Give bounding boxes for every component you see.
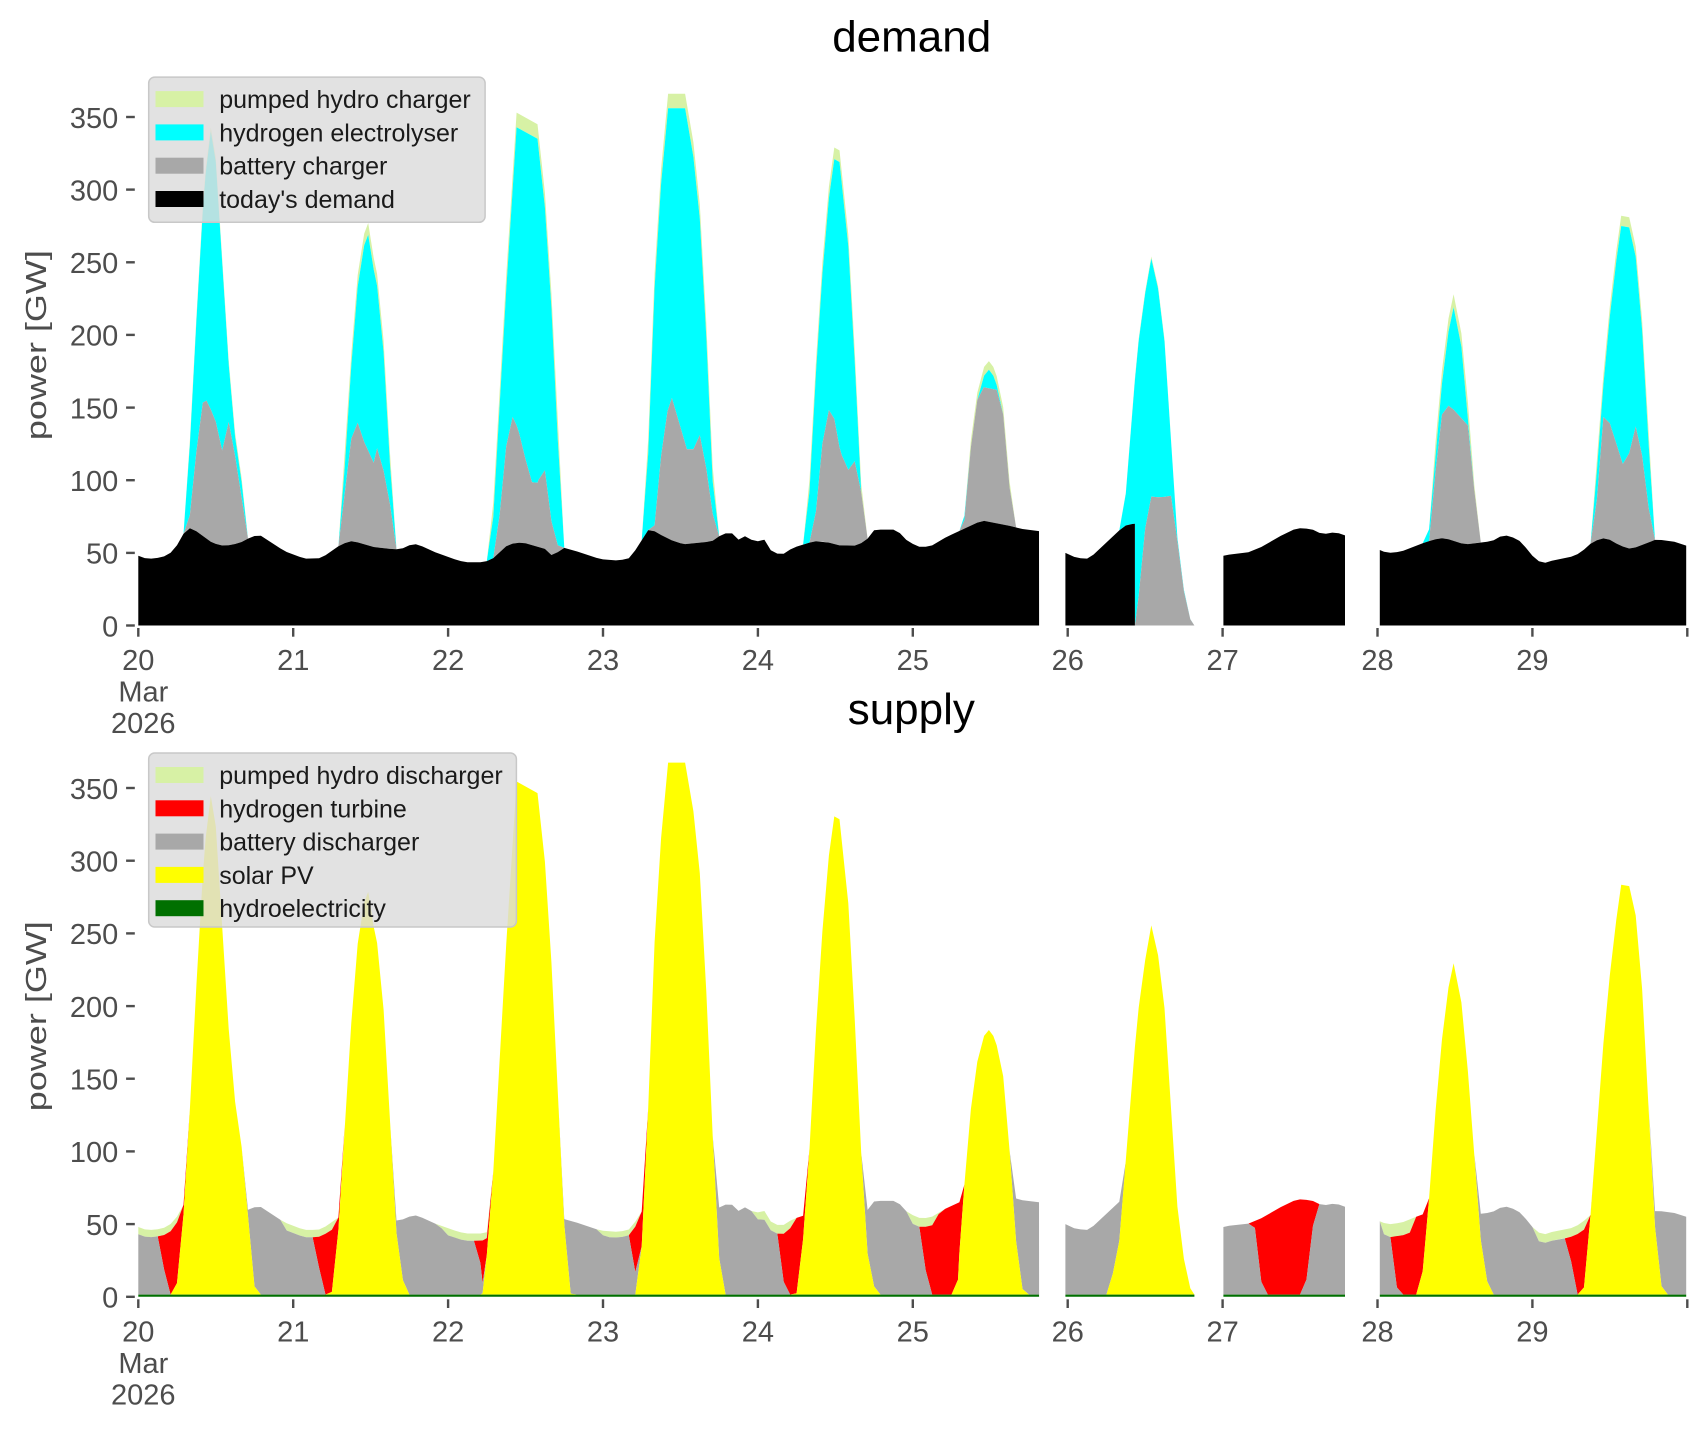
svg-text:300: 300: [70, 175, 118, 207]
svg-text:27: 27: [1206, 645, 1238, 677]
svg-text:0: 0: [102, 611, 118, 643]
svg-text:hydrogen turbine: hydrogen turbine: [219, 795, 407, 823]
svg-text:22: 22: [432, 1316, 464, 1348]
svg-text:Mar: Mar: [118, 1348, 168, 1380]
svg-text:today's demand: today's demand: [219, 186, 395, 214]
svg-text:23: 23: [587, 645, 619, 677]
svg-text:2026: 2026: [111, 1379, 176, 1411]
svg-text:26: 26: [1052, 1316, 1084, 1348]
svg-text:250: 250: [70, 919, 118, 951]
svg-text:20: 20: [122, 1316, 154, 1348]
svg-text:Mar: Mar: [118, 677, 168, 709]
svg-text:24: 24: [742, 1316, 774, 1348]
svg-text:power [GW]: power [GW]: [21, 250, 53, 440]
svg-text:22: 22: [432, 645, 464, 677]
svg-text:21: 21: [277, 1316, 309, 1348]
svg-text:350: 350: [70, 774, 118, 806]
svg-text:pumped hydro discharger: pumped hydro discharger: [219, 762, 503, 790]
svg-text:100: 100: [70, 466, 118, 498]
svg-text:hydrogen electrolyser: hydrogen electrolyser: [219, 119, 458, 147]
svg-text:28: 28: [1361, 645, 1393, 677]
svg-text:2026: 2026: [111, 708, 176, 740]
svg-text:28: 28: [1361, 1316, 1393, 1348]
svg-text:25: 25: [897, 645, 929, 677]
svg-text:300: 300: [70, 847, 118, 879]
svg-text:24: 24: [742, 645, 774, 677]
svg-text:150: 150: [70, 393, 118, 425]
svg-text:26: 26: [1052, 645, 1084, 677]
svg-text:battery charger: battery charger: [219, 153, 387, 181]
svg-text:27: 27: [1206, 1316, 1238, 1348]
svg-text:200: 200: [70, 992, 118, 1024]
svg-text:power [GW]: power [GW]: [21, 921, 53, 1111]
svg-text:25: 25: [897, 1316, 929, 1348]
svg-text:hydroelectricity: hydroelectricity: [219, 895, 386, 923]
svg-text:150: 150: [70, 1065, 118, 1097]
svg-text:0: 0: [102, 1283, 118, 1315]
svg-text:29: 29: [1516, 1316, 1548, 1348]
svg-text:29: 29: [1516, 645, 1548, 677]
svg-text:50: 50: [86, 1210, 118, 1242]
svg-text:pumped hydro charger: pumped hydro charger: [219, 86, 471, 114]
svg-text:100: 100: [70, 1137, 118, 1169]
svg-text:supply: supply: [848, 685, 975, 734]
svg-text:250: 250: [70, 248, 118, 280]
svg-text:20: 20: [122, 645, 154, 677]
svg-text:demand: demand: [832, 13, 991, 62]
svg-text:battery discharger: battery discharger: [219, 829, 419, 857]
svg-text:23: 23: [587, 1316, 619, 1348]
svg-text:solar PV: solar PV: [219, 862, 314, 890]
svg-text:21: 21: [277, 645, 309, 677]
svg-text:350: 350: [70, 103, 118, 135]
svg-text:200: 200: [70, 321, 118, 353]
svg-text:50: 50: [86, 539, 118, 571]
